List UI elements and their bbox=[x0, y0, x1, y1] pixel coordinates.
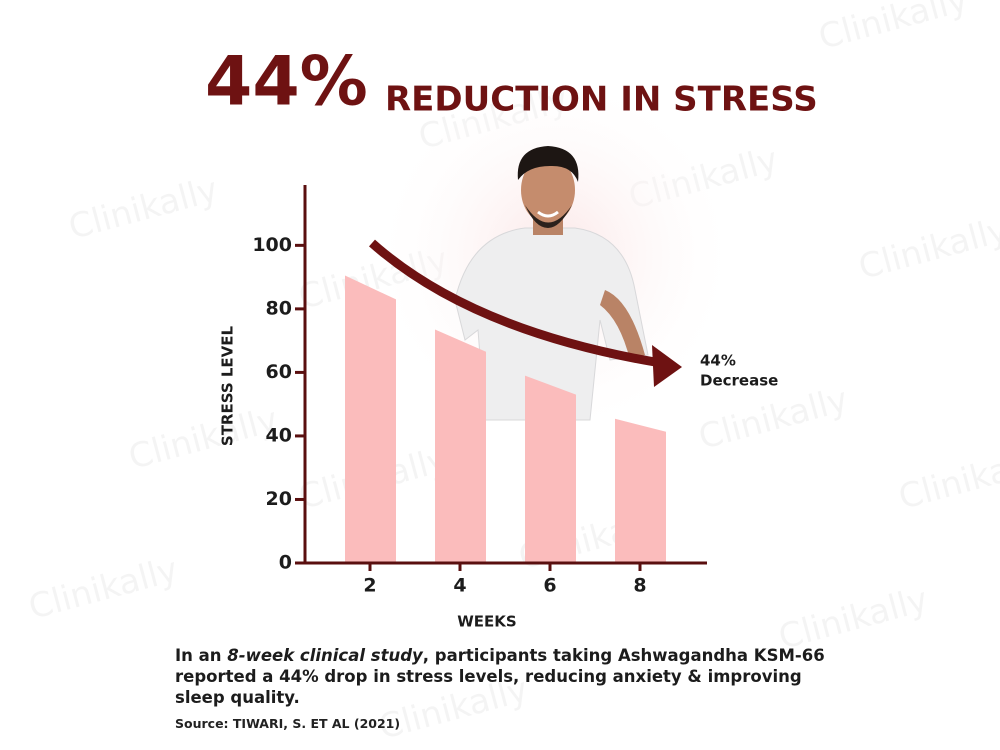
title-number: 44% bbox=[205, 43, 368, 122]
trend-arrow bbox=[369, 239, 656, 367]
text: In an bbox=[175, 646, 228, 665]
y-tick-label: 0 bbox=[279, 552, 292, 574]
annotation: Decrease bbox=[700, 372, 778, 390]
watermark: Clinikally bbox=[814, 0, 972, 58]
bar bbox=[345, 275, 396, 563]
x-tick-label: 6 bbox=[543, 575, 556, 597]
y-tick-label: 40 bbox=[266, 424, 292, 446]
description-line: reported a 44% drop in stress levels, re… bbox=[175, 667, 802, 686]
source: Source: TIWARI, S. ET AL (2021) bbox=[175, 716, 401, 731]
emphasis: 8-week clinical study bbox=[227, 646, 423, 665]
watermark: Clinikally bbox=[24, 550, 182, 628]
watermark: Clinikally bbox=[894, 440, 1000, 518]
x-tick-label: 4 bbox=[453, 575, 466, 597]
person-photo bbox=[454, 146, 649, 421]
x-tick-label: 2 bbox=[363, 575, 376, 597]
bar bbox=[525, 375, 576, 563]
description-line: In an 8-week clinical study, participant… bbox=[175, 645, 875, 666]
x-tick-label: 8 bbox=[633, 575, 646, 597]
description: In an 8-week clinical study, participant… bbox=[175, 645, 875, 708]
trend-arrow-head bbox=[652, 345, 682, 387]
y-tick-label: 20 bbox=[266, 488, 292, 510]
watermark: Clinikally bbox=[64, 170, 222, 248]
description-line: sleep quality. bbox=[175, 688, 300, 707]
y-tick-label: 60 bbox=[266, 361, 292, 383]
y-tick-label: 100 bbox=[252, 234, 292, 256]
watermark: Clinikally bbox=[124, 400, 282, 478]
bar bbox=[435, 329, 486, 563]
chart-title: REDUCTION IN STRESS bbox=[385, 80, 818, 120]
x-axis-label: WEEKS bbox=[457, 613, 516, 631]
y-axis-label: STRESS LEVEL bbox=[219, 325, 237, 446]
text: , participants taking Ashwagandha KSM-66 bbox=[422, 646, 825, 665]
bar bbox=[615, 418, 666, 563]
y-tick-label: 80 bbox=[266, 297, 292, 319]
watermark: Clinikally bbox=[694, 380, 852, 458]
watermark: Clinikally bbox=[854, 210, 1000, 288]
annotation: 44% bbox=[700, 352, 736, 370]
